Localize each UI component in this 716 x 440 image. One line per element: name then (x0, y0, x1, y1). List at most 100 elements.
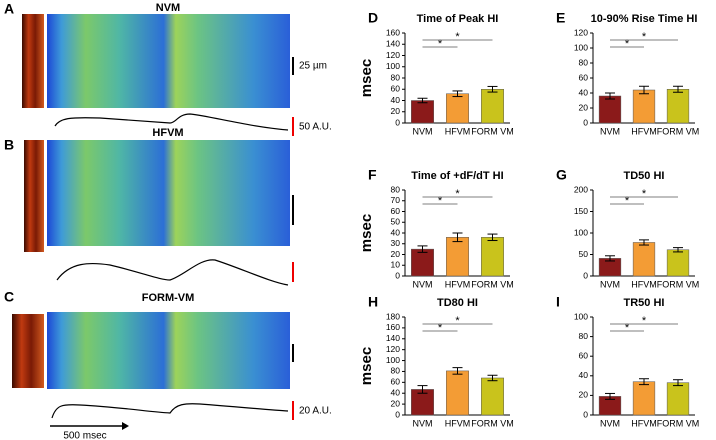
y-tick-label: 100 (574, 42, 588, 52)
y-tick-label: 40 (579, 370, 589, 380)
bar (632, 89, 656, 124)
significance-mark: * (438, 195, 443, 207)
significance-mark: * (625, 195, 630, 207)
x-tick-label: HFVM (631, 279, 657, 289)
cell-image (22, 14, 44, 108)
panel-label: FORM-VM (142, 292, 195, 304)
x-tick-label: HFVM (631, 126, 657, 136)
y-tick-label: 10 (391, 260, 401, 270)
x-tick-label: HFVM (445, 418, 471, 428)
y-tick-label: 140 (386, 333, 400, 343)
y-tick-label: 80 (579, 57, 589, 67)
panel-letter: A (4, 1, 14, 17)
x-tick-label: HFVM (445, 126, 471, 136)
y-tick-label: 0 (583, 409, 588, 419)
y-tick-label: 0 (583, 270, 588, 280)
y-tick-label: 100 (386, 355, 400, 365)
chart-title: 10-90% Rise Time HI (591, 13, 698, 25)
trace (51, 403, 289, 419)
y-tick-label: 140 (386, 39, 400, 49)
bar (666, 89, 690, 124)
panel-letter: F (368, 167, 377, 183)
y-tick-label: 20 (391, 249, 401, 259)
y-tick-label: 0 (395, 117, 400, 127)
line-scan (47, 312, 290, 389)
x-tick-label: NVM (600, 279, 620, 289)
amplitude-label: 20 A.U. (299, 406, 332, 417)
y-tick-label: 20 (391, 398, 401, 408)
x-tick-label: FORM VM (471, 279, 514, 289)
y-tick-label: 70 (391, 195, 401, 205)
panel-letter: I (556, 294, 560, 310)
y-axis-label: msec (358, 59, 375, 97)
chart-title: TD80 HI (437, 297, 478, 309)
y-tick-label: 120 (386, 344, 400, 354)
y-tick-label: 60 (391, 206, 401, 216)
cell-image (24, 140, 44, 252)
bar (481, 89, 504, 124)
x-tick-label: HFVM (631, 418, 657, 428)
trace (56, 259, 289, 286)
y-tick-label: 0 (395, 409, 400, 419)
panel-letter: C (4, 289, 14, 305)
y-tick-label: 160 (386, 322, 400, 332)
y-tick-label: 60 (579, 350, 589, 360)
x-tick-label: FORM VM (657, 279, 700, 289)
y-tick-label: 0 (583, 117, 588, 127)
significance-mark: * (642, 31, 647, 43)
bar (666, 382, 690, 416)
chart-title: Time of +dF/dT HI (411, 170, 503, 182)
amplitude-label: 50 A.U. (299, 122, 332, 133)
x-tick-label: FORM VM (657, 126, 700, 136)
y-tick-label: 40 (391, 227, 401, 237)
bar (446, 237, 469, 277)
x-tick-label: NVM (600, 418, 620, 428)
panel-letter: B (4, 137, 14, 153)
line-scan (47, 140, 290, 246)
significance-mark: * (438, 322, 443, 334)
y-tick-label: 160 (386, 27, 400, 37)
significance-mark: * (642, 188, 647, 200)
x-tick-label: HFVM (445, 279, 471, 289)
bar (632, 381, 656, 416)
y-tick-label: 50 (391, 217, 401, 227)
y-tick-label: 40 (391, 387, 401, 397)
panel-letter: D (368, 10, 378, 26)
y-tick-label: 60 (579, 72, 589, 82)
y-axis-label: msec (358, 347, 375, 385)
y-tick-label: 100 (574, 311, 588, 321)
y-tick-label: 150 (574, 206, 588, 216)
bar (598, 95, 622, 124)
bar (446, 370, 469, 416)
significance-mark: * (455, 315, 460, 327)
y-tick-label: 80 (391, 366, 401, 376)
chart-title: TD50 HI (624, 170, 665, 182)
chart-title: TR50 HI (624, 297, 665, 309)
panel-letter: H (368, 294, 378, 310)
bar (666, 249, 690, 277)
bar (481, 237, 504, 277)
time-label: 500 msec (63, 431, 106, 440)
time-arrow (122, 422, 129, 430)
y-tick-label: 180 (386, 311, 400, 321)
x-tick-label: NVM (600, 126, 620, 136)
y-tick-label: 20 (579, 390, 589, 400)
y-tick-label: 40 (391, 95, 401, 105)
y-tick-label: 80 (579, 331, 589, 341)
y-tick-label: 100 (386, 61, 400, 71)
y-tick-label: 120 (574, 27, 588, 37)
chart-title: Time of Peak HI (417, 13, 499, 25)
y-axis-label: msec (358, 214, 375, 252)
x-tick-label: NVM (413, 418, 433, 428)
significance-mark: * (455, 31, 460, 43)
significance-mark: * (625, 322, 630, 334)
bar (446, 93, 469, 124)
y-tick-label: 200 (574, 184, 588, 194)
significance-mark: * (642, 315, 647, 327)
panel-label: HFVM (152, 127, 183, 139)
y-tick-label: 20 (579, 102, 589, 112)
y-tick-label: 20 (391, 106, 401, 116)
y-tick-label: 60 (391, 84, 401, 94)
trace (54, 113, 289, 131)
